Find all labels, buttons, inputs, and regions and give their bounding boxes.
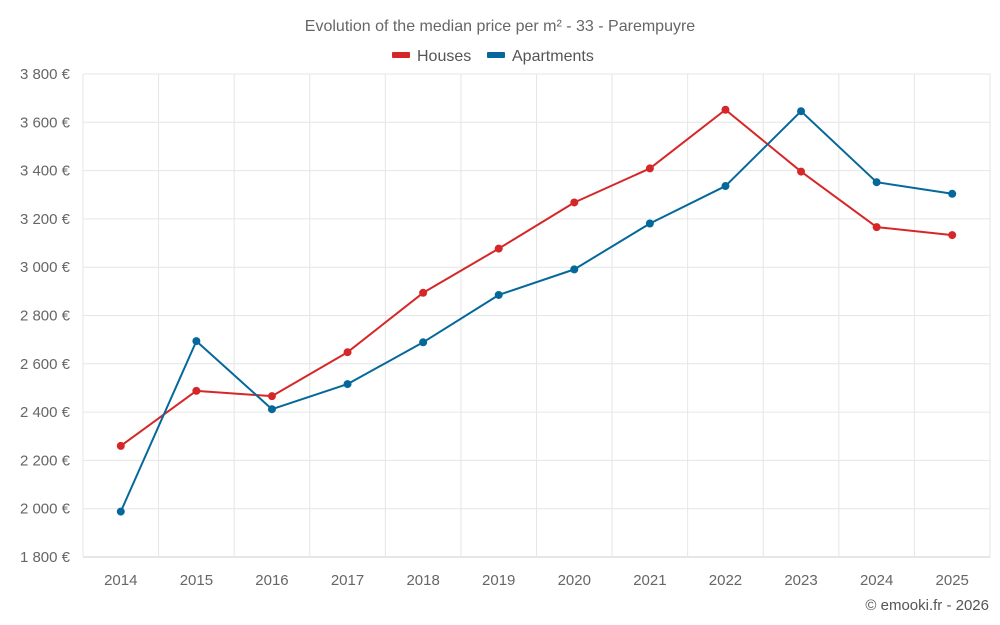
x-tick-label: 2024	[860, 572, 893, 589]
legend-swatch-houses[interactable]	[392, 52, 410, 58]
data-point-houses[interactable]	[343, 348, 352, 357]
credit-text: © emooki.fr - 2026	[865, 597, 989, 614]
data-point-houses[interactable]	[419, 288, 428, 297]
y-tick-label: 1 800 €	[20, 549, 71, 566]
data-point-apartments[interactable]	[570, 265, 579, 274]
y-tick-label: 3 200 €	[20, 211, 71, 228]
data-point-houses[interactable]	[267, 392, 276, 401]
legend-label-apartments[interactable]: Apartments	[512, 48, 594, 65]
x-tick-label: 2016	[255, 572, 288, 589]
data-point-apartments[interactable]	[192, 337, 201, 346]
data-point-houses[interactable]	[948, 231, 957, 240]
legend: Houses Apartments	[392, 48, 594, 65]
y-tick-label: 2 200 €	[20, 452, 71, 469]
x-tick-label: 2023	[784, 572, 817, 589]
grid	[82, 73, 991, 558]
series-apartments	[116, 107, 957, 516]
x-tick-label: 2025	[936, 572, 969, 589]
series-line-houses[interactable]	[119, 108, 954, 447]
data-point-apartments[interactable]	[267, 405, 276, 414]
x-tick-label: 2017	[331, 572, 364, 589]
x-tick-label: 2014	[104, 572, 137, 589]
data-point-houses[interactable]	[192, 386, 201, 395]
chart-title: Evolution of the median price per m² - 3…	[305, 18, 696, 35]
y-tick-label: 2 400 €	[20, 404, 71, 421]
y-tick-label: 3 400 €	[20, 163, 71, 180]
data-point-apartments[interactable]	[797, 107, 806, 116]
y-tick-label: 2 000 €	[20, 501, 71, 518]
x-tick-label: 2022	[709, 572, 742, 589]
data-point-apartments[interactable]	[343, 380, 352, 389]
data-point-houses[interactable]	[570, 198, 579, 207]
data-point-houses[interactable]	[494, 244, 503, 253]
series-line-apartments[interactable]	[119, 110, 954, 513]
y-tick-label: 3 000 €	[20, 259, 71, 276]
data-point-apartments[interactable]	[721, 182, 730, 191]
y-axis-ticks: 1 800 € 2 000 € 2 200 € 2 400 € 2 600 € 2 800…	[20, 66, 71, 566]
x-axis-ticks: 2014 2015 2016 2017 2018 2019 2020 2021 2022 2023…	[104, 572, 969, 589]
y-tick-label: 3 600 €	[20, 114, 71, 131]
x-tick-label: 2020	[558, 572, 591, 589]
y-tick-label: 2 600 €	[20, 356, 71, 373]
data-point-apartments[interactable]	[948, 189, 957, 198]
x-tick-label: 2018	[406, 572, 439, 589]
data-point-houses[interactable]	[797, 167, 806, 176]
data-point-apartments[interactable]	[872, 178, 881, 187]
data-point-houses[interactable]	[116, 441, 125, 450]
data-point-houses[interactable]	[645, 164, 654, 173]
legend-label-houses[interactable]: Houses	[417, 48, 471, 65]
series	[116, 105, 957, 516]
data-point-apartments[interactable]	[494, 290, 503, 299]
data-point-apartments[interactable]	[645, 219, 654, 228]
data-point-houses[interactable]	[872, 223, 881, 232]
y-tick-label: 3 800 €	[20, 66, 71, 83]
x-tick-label: 2021	[633, 572, 666, 589]
x-tick-label: 2015	[180, 572, 213, 589]
y-tick-label: 2 800 €	[20, 308, 71, 325]
series-houses	[116, 105, 957, 450]
data-point-apartments[interactable]	[116, 507, 125, 516]
legend-swatch-apartments[interactable]	[487, 52, 505, 58]
data-point-apartments[interactable]	[419, 338, 428, 347]
x-tick-label: 2019	[482, 572, 515, 589]
data-point-houses[interactable]	[721, 105, 730, 114]
